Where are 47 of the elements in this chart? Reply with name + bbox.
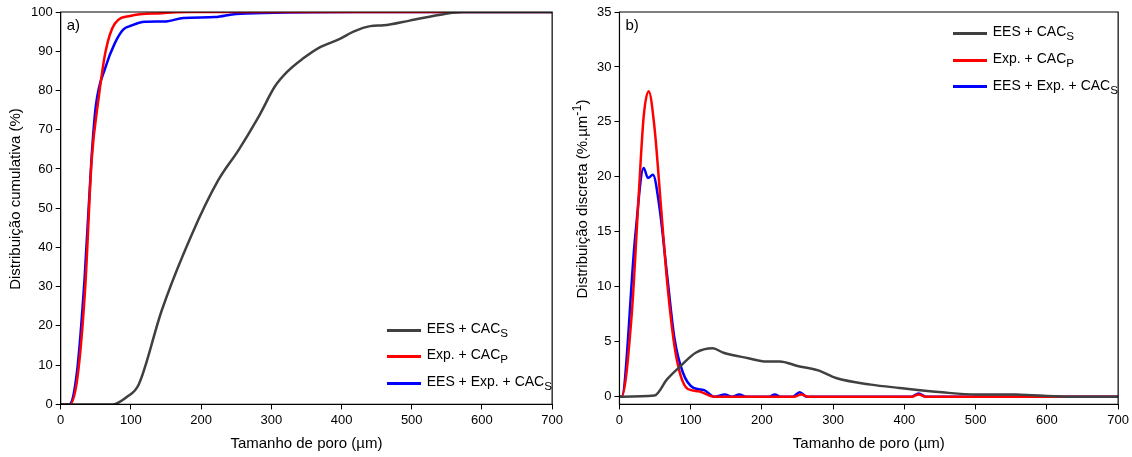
annotation: b) xyxy=(625,15,639,33)
y-axis-title: Distribuição cumulativa (%) xyxy=(5,107,23,290)
x-tick-label: 100 xyxy=(120,411,142,427)
legend-label: Exp. + CAC$_{P}$ xyxy=(426,345,509,368)
x-tick-label: 200 xyxy=(190,411,212,427)
y-tick-label: 5 xyxy=(604,333,612,349)
x-axis-title: Tamanho de poro (µm) xyxy=(792,434,945,452)
y-tick-label: 0 xyxy=(604,388,612,404)
y-tick-label: 15 xyxy=(596,223,612,239)
x-tick-label: 700 xyxy=(541,411,564,427)
y-tick-label: 0 xyxy=(45,395,53,411)
y-tick-label: 25 xyxy=(596,113,612,129)
y-tick-label: 10 xyxy=(596,278,612,294)
y-tick-label: 30 xyxy=(38,278,53,294)
x-tick-label: 700 xyxy=(1107,411,1130,427)
legend-label: EES + CAC$_{S}$ xyxy=(992,22,1075,44)
y-tick-label: 60 xyxy=(38,160,53,176)
x-tick-label: 300 xyxy=(822,411,845,427)
legend-label: EES + Exp. + CAC$_{S}$ xyxy=(426,372,552,394)
y-tick-label: 100 xyxy=(30,3,53,19)
x-axis-title: Tamanho de poro (µm) xyxy=(230,434,383,452)
y-tick-label: 90 xyxy=(38,42,53,58)
x-tick-label: 600 xyxy=(1036,411,1058,427)
y-tick-label: 50 xyxy=(38,199,53,215)
x-tick-label: 500 xyxy=(400,411,423,427)
x-tick-label: 400 xyxy=(893,411,916,427)
x-tick-label: 0 xyxy=(57,411,65,427)
legend-label: EES + CAC$_{S}$ xyxy=(426,318,509,341)
y-tick-label: 80 xyxy=(38,82,53,98)
y-tick-label: 40 xyxy=(38,239,53,255)
line-series xyxy=(619,347,1119,398)
y-tick-label: 10 xyxy=(38,356,53,372)
x-tick-label: 0 xyxy=(615,411,624,427)
legend-label: EES + Exp. + CAC$_{S}$ xyxy=(992,75,1118,98)
y-tick-label: 20 xyxy=(596,168,612,184)
x-tick-label: 500 xyxy=(964,411,987,427)
annotation: a) xyxy=(66,15,81,33)
y-tick-label: 70 xyxy=(38,121,53,137)
x-tick-label: 600 xyxy=(471,411,493,427)
x-tick-label: 100 xyxy=(679,411,702,427)
legend-label: Exp. + CAC$_{P}$ xyxy=(992,48,1075,71)
x-tick-label: 200 xyxy=(751,411,773,427)
x-tick-label: 300 xyxy=(260,411,283,427)
y-tick-label: 35 xyxy=(596,3,612,19)
x-tick-label: 400 xyxy=(330,411,353,427)
y-tick-label: 20 xyxy=(38,317,53,333)
y-tick-label: 30 xyxy=(596,58,612,74)
